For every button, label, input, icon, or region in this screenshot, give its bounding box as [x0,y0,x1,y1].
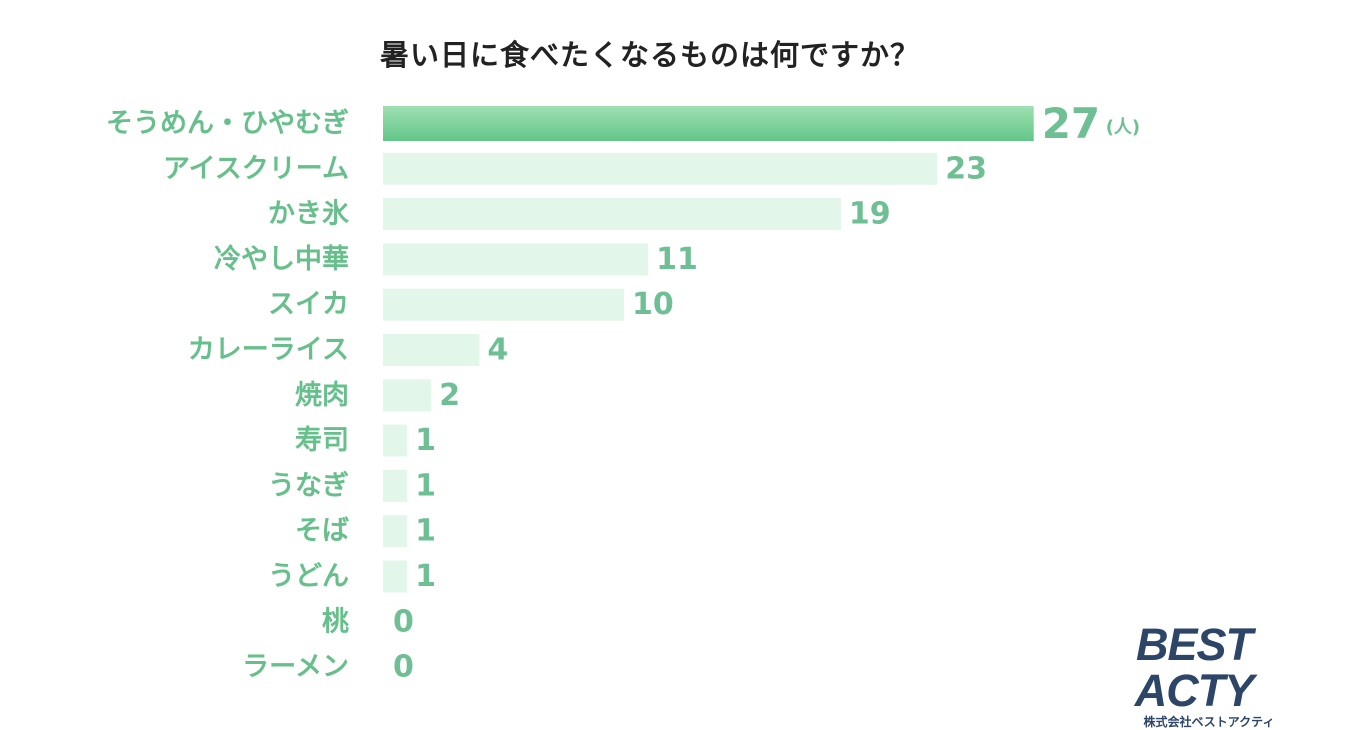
chart-title: 暑い日に食べたくなるものは何ですか？ [379,38,920,72]
bar-0 [383,106,1034,141]
category-labels: そうめん・ひやむぎアイスクリームかき氷冷やし中華スイカカレーライス焼肉寿司うなぎ… [106,108,350,683]
category-label-9: そば [295,516,349,547]
category-label-1: アイスクリーム [163,153,349,184]
value-label-6: 2 [439,378,460,413]
category-label-10: うどん [268,561,349,592]
category-label-8: うなぎ [268,470,349,501]
bars-group [383,106,1034,593]
category-label-5: カレーライス [188,335,349,366]
value-label-5: 4 [487,333,508,368]
value-label-9: 1 [415,514,436,549]
category-label-2: かき氷 [268,199,350,230]
bar-8 [383,469,408,502]
bar-5 [383,334,480,366]
category-label-6: 焼肉 [295,380,349,411]
category-label-11: 桃 [322,606,349,637]
value-label-11: 0 [393,604,414,639]
brand-logo: BEST ACTY 株式会社ベストアクティ [1096,622,1292,730]
value-label-3: 11 [656,242,698,277]
value-label-1: 23 [945,151,987,186]
value-label-12: 0 [393,650,414,685]
bar-2 [383,198,841,231]
bar-1 [383,152,938,185]
unit-label: (人) [1106,117,1140,138]
category-label-3: 冷やし中華 [214,244,349,275]
value-label-7: 1 [415,423,436,458]
value-label-8: 1 [415,468,436,503]
category-label-7: 寿司 [295,425,349,456]
value-label-4: 10 [632,287,674,322]
brand-company: 株式会社ベストアクティ [1143,715,1275,729]
value-label-10: 1 [415,559,436,594]
category-label-12: ラーメン [242,652,349,683]
category-label-0: そうめん・ひやむぎ [106,108,349,139]
bar-9 [383,515,408,548]
bar-7 [383,424,408,457]
category-label-4: スイカ [268,289,349,320]
value-label-2: 19 [849,197,891,232]
bar-3 [383,243,649,276]
bar-10 [383,560,408,593]
value-label-0: 27 [1042,99,1100,148]
bar-6 [383,379,432,412]
brand-name: BEST ACTY [1134,619,1255,716]
bar-4 [383,288,624,321]
